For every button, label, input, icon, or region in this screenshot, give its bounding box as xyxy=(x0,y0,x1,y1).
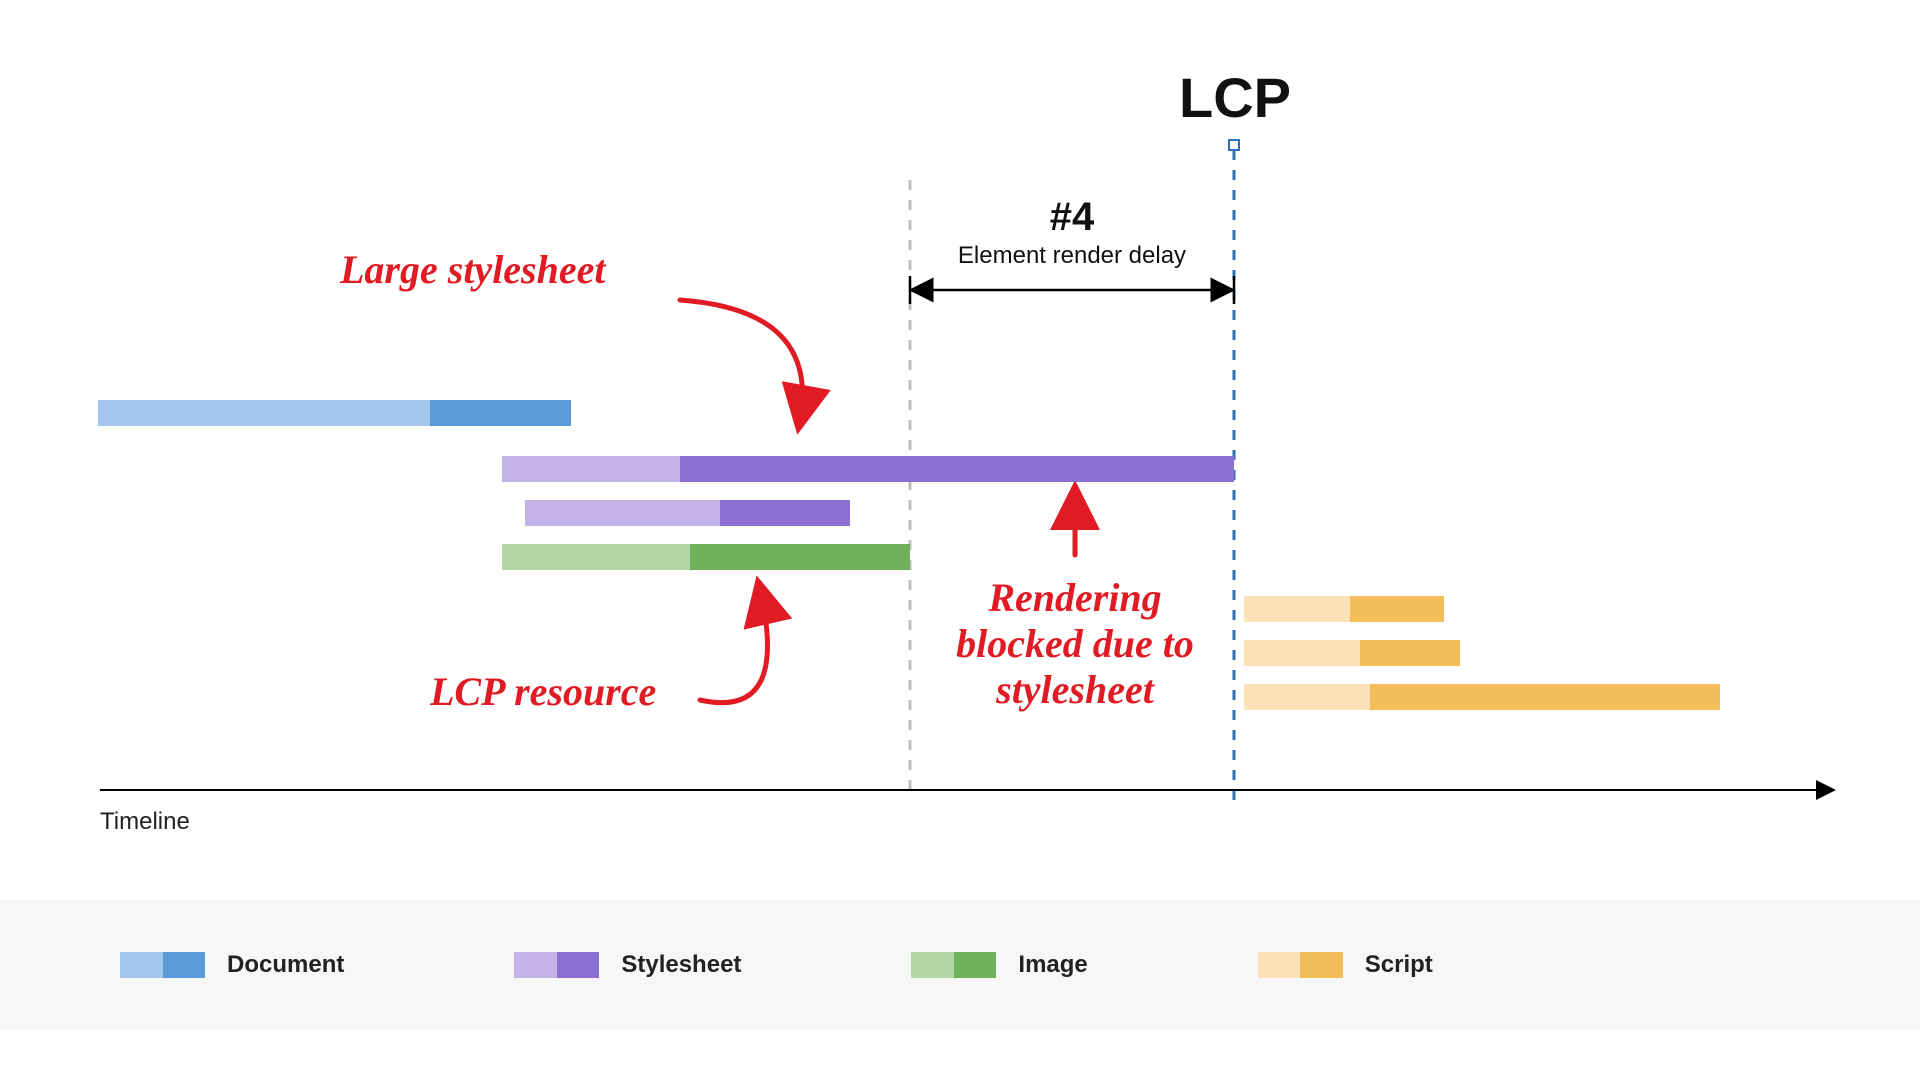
annotation-lcp-resource: LCP resource xyxy=(430,668,656,715)
bar-script2 xyxy=(1244,640,1460,666)
legend: Document Stylesheet Image Script xyxy=(0,900,1920,1030)
diagram-stage: LCP #4 Element render delay Timeline Lar… xyxy=(0,0,1920,1080)
legend-swatch-document xyxy=(120,952,205,978)
legend-swatch-script xyxy=(1258,952,1343,978)
bar-script3 xyxy=(1244,684,1720,710)
bar-document xyxy=(98,400,571,426)
bar-script1 xyxy=(1244,596,1444,622)
range-subtitle: Element render delay xyxy=(910,242,1234,270)
legend-swatch-stylesheet xyxy=(514,952,599,978)
legend-item-stylesheet: Stylesheet xyxy=(514,951,741,979)
legend-item-document: Document xyxy=(120,951,344,979)
bar-stylesheet1 xyxy=(502,456,1234,482)
bar-stylesheet2 xyxy=(525,500,850,526)
legend-label-stylesheet: Stylesheet xyxy=(621,951,741,979)
legend-swatch-image xyxy=(911,952,996,978)
legend-label-document: Document xyxy=(227,951,344,979)
legend-label-script: Script xyxy=(1365,951,1433,979)
range-title: #4 xyxy=(910,195,1234,240)
annotation-rendering-blocked: Renderingblocked due tostylesheet xyxy=(935,575,1215,713)
annotation-large-stylesheet: Large stylesheet xyxy=(340,246,606,293)
legend-label-image: Image xyxy=(1018,951,1087,979)
lcp-title: LCP xyxy=(1179,65,1291,130)
legend-item-script: Script xyxy=(1258,951,1433,979)
bar-image xyxy=(502,544,910,570)
legend-item-image: Image xyxy=(911,951,1087,979)
axis-label: Timeline xyxy=(100,808,190,836)
